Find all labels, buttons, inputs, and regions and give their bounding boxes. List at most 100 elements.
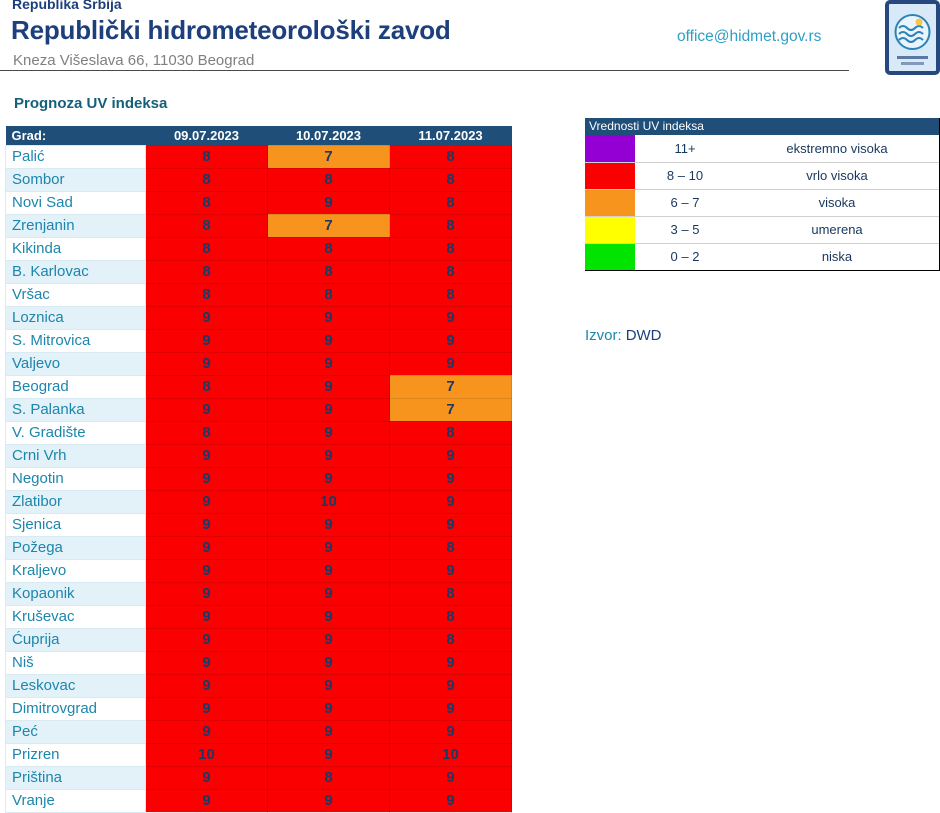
city-cell: Vranje bbox=[5, 788, 146, 813]
legend-range: 0 – 2 bbox=[635, 242, 765, 270]
uv-value-cell: 9 bbox=[267, 443, 390, 468]
uv-value-cell: 9 bbox=[267, 351, 390, 376]
uv-value-cell: 9 bbox=[389, 696, 512, 721]
uv-value-cell: 8 bbox=[145, 420, 268, 445]
city-cell: Kikinda bbox=[5, 236, 146, 261]
legend-label: ekstremno visoka bbox=[786, 140, 888, 156]
table-row: S. Palanka 9 9 7 bbox=[5, 397, 512, 422]
uv-value-cell: 9 bbox=[145, 673, 268, 698]
uv-value-cell: 9 bbox=[145, 719, 268, 744]
table-row: Beograd 8 9 7 bbox=[5, 374, 512, 399]
uv-value-cell: 9 bbox=[145, 535, 268, 560]
uv-value-cell: 8 bbox=[389, 420, 512, 445]
uv-value-cell: 9 bbox=[389, 512, 512, 537]
table-row: Loznica 9 9 9 bbox=[5, 305, 512, 330]
table-row: Palić 8 7 8 bbox=[5, 144, 512, 169]
uv-value-cell: 10 bbox=[145, 742, 268, 767]
uv-value-cell: 8 bbox=[389, 627, 512, 652]
uv-value-cell: 9 bbox=[267, 535, 390, 560]
uv-value-cell: 9 bbox=[267, 673, 390, 698]
uv-value-cell: 8 bbox=[389, 213, 512, 238]
city-cell: Valjevo bbox=[5, 351, 146, 376]
uv-value-cell: 8 bbox=[145, 167, 268, 192]
table-row: Vršac 8 8 8 bbox=[5, 282, 512, 307]
legend-row: 3 – 5 umerena bbox=[585, 215, 939, 243]
uv-value-cell: 9 bbox=[389, 788, 512, 813]
legend-table: 11+ ekstremno visoka 8 – 10 vrlo visoka 6 – … bbox=[585, 135, 939, 270]
table-row: Priština 9 8 9 bbox=[5, 765, 512, 790]
uv-value-cell: 8 bbox=[145, 236, 268, 261]
city-cell: Loznica bbox=[5, 305, 146, 330]
table-row: Požega 9 9 8 bbox=[5, 535, 512, 560]
table-row: Peć 9 9 9 bbox=[5, 719, 512, 744]
table-row: Ćuprija 9 9 8 bbox=[5, 627, 512, 652]
column-header-date: 10.07.2023 bbox=[267, 126, 390, 145]
uv-value-cell: 9 bbox=[389, 466, 512, 491]
legend-body: 11+ ekstremno visoka 8 – 10 vrlo visoka 6 – … bbox=[585, 135, 939, 270]
table-row: Vranje 9 9 9 bbox=[5, 788, 512, 813]
city-cell: Zrenjanin bbox=[5, 213, 146, 238]
email-link[interactable]: office@hidmet.gov.rs bbox=[677, 28, 822, 45]
header-divider bbox=[0, 70, 849, 71]
city-cell: Ćuprija bbox=[5, 627, 146, 652]
uv-value-cell: 9 bbox=[145, 558, 268, 583]
uv-value-cell: 9 bbox=[389, 305, 512, 330]
table-row: Prizren 10 9 10 bbox=[5, 742, 512, 767]
uv-value-cell: 8 bbox=[267, 282, 390, 307]
uv-legend: Vrednosti UV indeksa 11+ ekstremno visoka… bbox=[585, 118, 940, 271]
uv-value-cell: 8 bbox=[389, 190, 512, 215]
uv-value-cell: 9 bbox=[145, 696, 268, 721]
uv-value-cell: 8 bbox=[145, 213, 268, 238]
uv-value-cell: 8 bbox=[145, 144, 268, 169]
uv-value-cell: 9 bbox=[145, 604, 268, 629]
uv-value-cell: 9 bbox=[389, 719, 512, 744]
table-row: B. Karlovac 8 8 8 bbox=[5, 259, 512, 284]
city-cell: Sjenica bbox=[5, 512, 146, 537]
legend-label: niska bbox=[765, 242, 939, 270]
legend-row: 0 – 2 niska bbox=[585, 242, 939, 270]
uv-value-cell: 9 bbox=[267, 742, 390, 767]
uv-value-cell: 9 bbox=[267, 558, 390, 583]
uv-value-cell: 9 bbox=[145, 351, 268, 376]
uv-value-cell: 8 bbox=[145, 190, 268, 215]
city-cell: Dimitrovgrad bbox=[5, 696, 146, 721]
uv-value-cell: 7 bbox=[389, 374, 512, 399]
legend-color-swatch bbox=[585, 161, 635, 189]
table-header-row: Grad: 09.07.2023 10.07.2023 11.07.2023 bbox=[5, 126, 512, 145]
table-row: Kruševac 9 9 8 bbox=[5, 604, 512, 629]
uv-value-cell: 9 bbox=[267, 305, 390, 330]
uv-value-cell: 8 bbox=[145, 282, 268, 307]
city-cell: Priština bbox=[5, 765, 146, 790]
city-cell: B. Karlovac bbox=[5, 259, 146, 284]
legend-range: 11+ bbox=[674, 140, 696, 156]
table-row: Kikinda 8 8 8 bbox=[5, 236, 512, 261]
uv-value-cell: 7 bbox=[267, 213, 390, 238]
uv-value-cell: 9 bbox=[267, 420, 390, 445]
table-row: Novi Sad 8 9 8 bbox=[5, 190, 512, 215]
uv-value-cell: 9 bbox=[267, 581, 390, 606]
table-row: Dimitrovgrad 9 9 9 bbox=[5, 696, 512, 721]
uv-value-cell: 9 bbox=[145, 489, 268, 514]
uv-value-cell: 8 bbox=[389, 581, 512, 606]
city-cell: Leskovac bbox=[5, 673, 146, 698]
uv-value-cell: 9 bbox=[389, 489, 512, 514]
legend-color-swatch bbox=[585, 188, 635, 216]
city-cell: Novi Sad bbox=[5, 190, 146, 215]
table-row: Sjenica 9 9 9 bbox=[5, 512, 512, 537]
source-link[interactable]: DWD bbox=[625, 327, 662, 344]
legend-color-swatch bbox=[585, 215, 635, 243]
uv-value-cell: 9 bbox=[267, 190, 390, 215]
legend-range: 6 – 7 bbox=[635, 188, 765, 216]
uv-value-cell: 9 bbox=[267, 719, 390, 744]
column-header-city: Grad: bbox=[5, 126, 146, 145]
legend-row: 11+ ekstremno visoka bbox=[585, 135, 939, 162]
uv-value-cell: 9 bbox=[389, 351, 512, 376]
city-cell: S. Palanka bbox=[5, 397, 146, 422]
legend-label: vrlo visoka bbox=[765, 161, 939, 189]
uv-value-cell: 9 bbox=[267, 650, 390, 675]
uv-value-cell: 8 bbox=[389, 167, 512, 192]
uv-value-cell: 9 bbox=[145, 328, 268, 353]
table-row: Sombor 8 8 8 bbox=[5, 167, 512, 192]
legend-color-swatch bbox=[585, 242, 635, 270]
uv-value-cell: 9 bbox=[145, 512, 268, 537]
